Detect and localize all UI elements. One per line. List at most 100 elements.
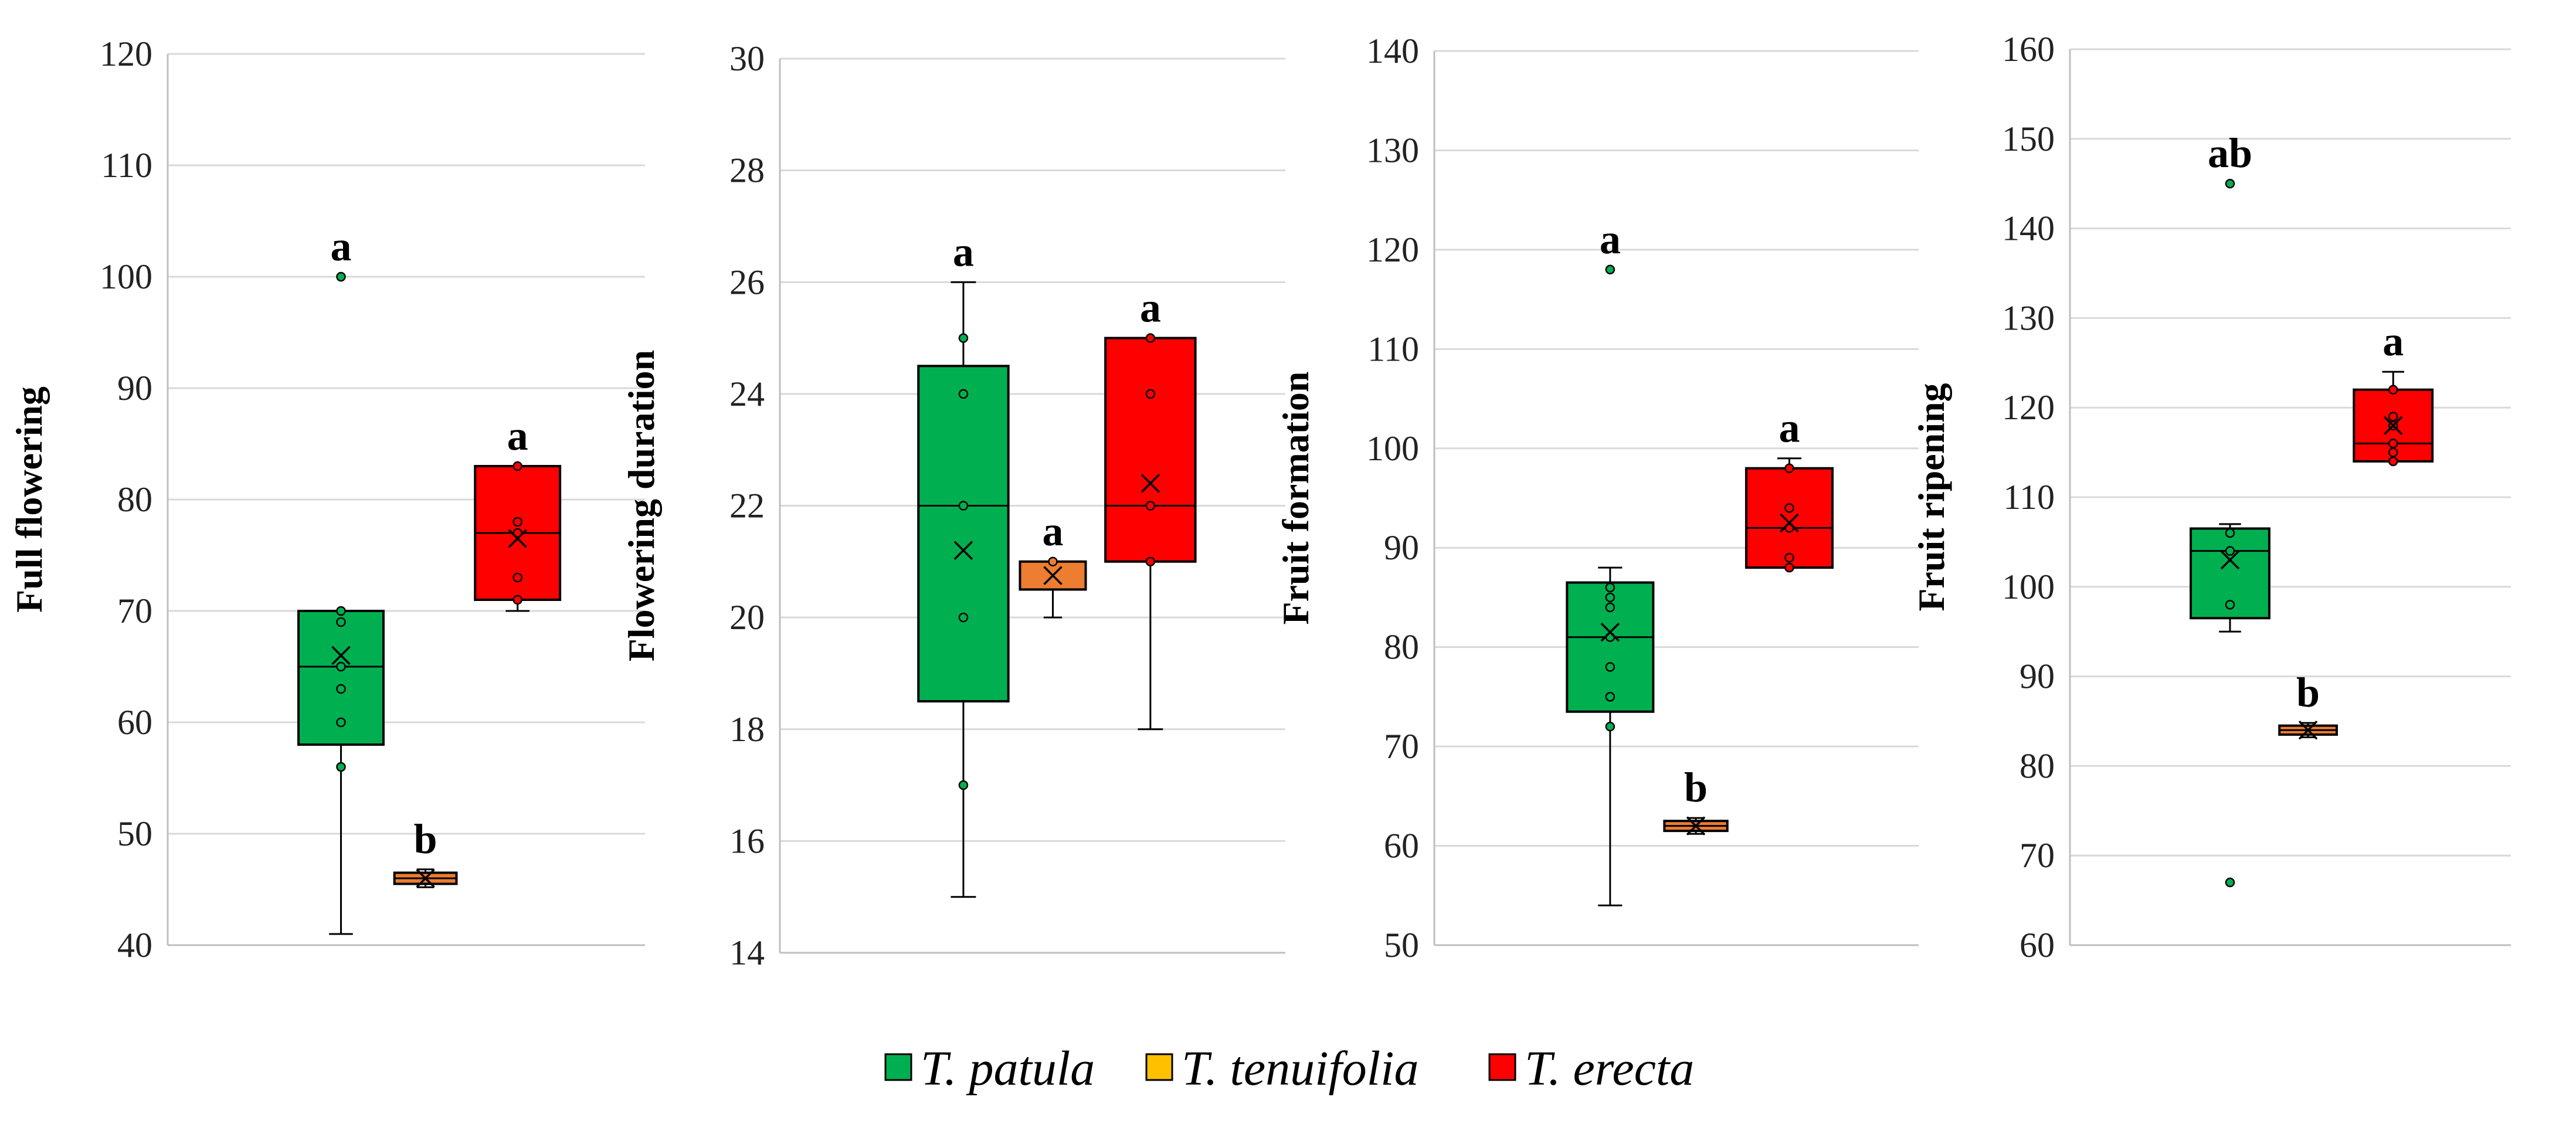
y-axis-title: Fruit formation	[1275, 372, 1316, 625]
chart-panel-2: 14 16 18 20 22 24 26 28 30 Flowering duration a a a	[620, 39, 1285, 972]
box-t-patula: ab	[2190, 130, 2270, 888]
significance-letter: a	[1042, 508, 1063, 555]
data-point	[1145, 501, 1156, 511]
legend-swatch	[884, 1053, 912, 1081]
data-point	[336, 684, 346, 694]
y-tick-label: 120	[1366, 230, 1419, 269]
significance-letter: b	[414, 816, 437, 862]
y-tick-label: 90	[1384, 528, 1419, 567]
y-tick-label: 110	[101, 146, 152, 185]
box-t-erecta: a	[1104, 284, 1197, 731]
legend-swatch	[1488, 1053, 1516, 1081]
y-tick-label: 50	[117, 814, 152, 853]
chart-panel-1: 40 50 60 70 80 90 100 110 120 Full flowering a b a	[8, 35, 645, 964]
data-point	[958, 780, 969, 790]
chart-panel-4: 60 70 80 90 100 110 120 130 140 150 160 Fruit ripen…	[1910, 30, 2511, 964]
mean-marker	[1141, 474, 1160, 493]
box-iqr	[1104, 337, 1197, 563]
legend-label: T. patula	[921, 1041, 1095, 1096]
box-t-patula: a	[297, 223, 385, 935]
y-tick-label: 60	[2020, 926, 2055, 964]
y-tick-label: 100	[1366, 429, 1419, 468]
chart-panel-3: 50 60 70 80 90 100 110 120 130 140 Fruit formation…	[1275, 32, 1919, 964]
data-point	[1784, 562, 1794, 573]
box-t-patula: a	[1566, 216, 1655, 906]
mean-marker	[953, 541, 973, 560]
y-tick-label: 30	[729, 39, 765, 78]
y-tick-label: 18	[729, 710, 765, 749]
box-t-tenuifolia: b	[1663, 764, 1729, 835]
mean-marker	[1043, 566, 1063, 585]
data-point	[1145, 389, 1156, 399]
legend-label: T. tenuifolia	[1182, 1041, 1418, 1096]
legend-swatch	[1145, 1053, 1173, 1081]
y-tick-label: 140	[1366, 32, 1419, 70]
y-tick-label: 60	[117, 703, 152, 742]
significance-letter: a	[1140, 284, 1161, 331]
data-point	[1605, 692, 1615, 702]
significance-letter: a	[2382, 318, 2404, 365]
y-tick-label: 120	[2002, 388, 2055, 427]
data-point	[2388, 456, 2398, 467]
data-point	[336, 661, 346, 672]
y-tick-label: 50	[1384, 926, 1419, 964]
y-axis-title: Fruit ripening	[1910, 383, 1952, 611]
significance-letter: a	[507, 412, 528, 459]
y-tick-label: 110	[2003, 478, 2055, 517]
legend-item: T. patula	[884, 1041, 1095, 1096]
box-t-erecta: a	[474, 412, 562, 612]
data-point	[958, 389, 969, 399]
outlier-point	[2225, 178, 2235, 189]
data-point	[513, 572, 522, 583]
data-point	[2388, 447, 2398, 457]
y-axis-title: Full flowering	[8, 386, 50, 613]
data-point	[2388, 412, 2398, 422]
y-tick-label: 140	[2002, 209, 2055, 248]
data-point	[1605, 602, 1615, 613]
y-tick-label: 28	[729, 151, 765, 190]
legend: T. patula T. tenuifolia T. erecta	[884, 1041, 1694, 1096]
data-point	[2225, 528, 2235, 538]
y-tick-label: 130	[2002, 298, 2055, 337]
data-point	[2388, 439, 2398, 449]
mean-marker	[1780, 513, 1799, 533]
y-tick-label: 60	[1384, 827, 1419, 865]
mean-marker	[508, 529, 527, 548]
y-tick-label: 14	[729, 933, 765, 972]
y-tick-label: 120	[100, 35, 152, 73]
y-tick-label: 90	[117, 369, 152, 407]
mean-marker	[1600, 623, 1620, 642]
data-point	[513, 461, 522, 471]
data-point	[1145, 556, 1156, 567]
significance-letter: b	[1684, 764, 1708, 811]
box-t-tenuifolia: a	[1019, 508, 1087, 619]
y-tick-label: 130	[1366, 131, 1419, 169]
significance-letter: a	[953, 228, 974, 275]
mean-marker	[2383, 416, 2403, 435]
box-iqr	[917, 365, 1010, 703]
mean-marker	[331, 646, 351, 665]
significance-letter: a	[1779, 405, 1800, 451]
data-point	[1784, 552, 1794, 563]
data-point	[2225, 600, 2235, 610]
data-point	[1048, 556, 1058, 567]
y-tick-label: 16	[729, 821, 765, 860]
data-point	[1145, 333, 1156, 343]
y-tick-label: 110	[1367, 330, 1419, 368]
box-iqr	[1745, 467, 1834, 569]
data-point	[513, 595, 522, 605]
data-point	[336, 606, 346, 616]
y-tick-label: 80	[1384, 628, 1419, 667]
mean-marker	[416, 868, 435, 888]
data-point	[336, 617, 346, 627]
legend-label: T. erecta	[1525, 1041, 1694, 1096]
y-tick-label: 40	[117, 926, 152, 964]
significance-letter: b	[2296, 669, 2320, 716]
y-tick-label: 90	[2020, 657, 2055, 696]
data-point	[513, 528, 522, 538]
data-point	[1605, 721, 1615, 732]
significance-letter: ab	[2208, 130, 2252, 176]
data-point	[336, 762, 346, 772]
